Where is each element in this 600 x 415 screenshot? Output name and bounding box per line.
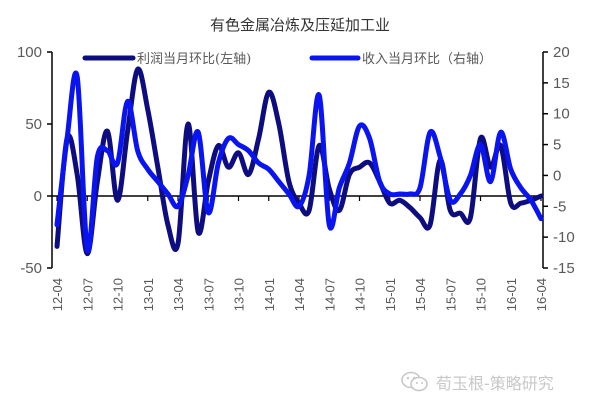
legend-label-profit: 利润当月环比(左轴) (137, 52, 251, 67)
watermark-text: 荀玉根-策略研究 (436, 374, 554, 393)
right-y-tick-label: -15 (553, 260, 575, 277)
left-y-tick-label: 100 (17, 44, 42, 61)
x-tick-label: 14-04 (292, 278, 307, 311)
x-tick-label: 16-04 (534, 278, 549, 311)
left-y-tick-label: 0 (34, 188, 42, 205)
legend: 利润当月环比(左轴) 收入当月环比（右轴） (82, 52, 492, 67)
x-tick-label: 16-01 (504, 278, 519, 311)
right-y-tick-label: 15 (553, 75, 570, 92)
right-y-tick-label: 10 (553, 106, 570, 123)
x-tick-label: 13-07 (201, 278, 216, 311)
x-tick-label: 12-10 (111, 278, 126, 311)
watermark: 荀玉根-策略研究 (400, 370, 554, 394)
x-tick-label: 13-04 (171, 278, 186, 311)
x-tick-label: 15-04 (413, 278, 428, 311)
right-y-tick-label: -5 (553, 198, 566, 215)
legend-label-revenue: 收入当月环比（右轴） (362, 52, 492, 67)
x-tick-label: 12-04 (50, 278, 65, 311)
x-tick-label: 13-10 (232, 278, 247, 311)
x-axis: 12-04 12-07 12-10 13-01 13-04 13-07 13-10 14-01… (50, 195, 549, 311)
x-tick-label: 13-01 (141, 278, 156, 311)
x-tick-label: 15-01 (383, 278, 398, 311)
profit-series-line (54, 66, 544, 257)
right-y-tick-label: -10 (553, 229, 575, 246)
x-tick-label: 15-07 (443, 278, 458, 311)
x-tick-label: 14-01 (262, 278, 277, 311)
x-tick-label: 14-10 (353, 278, 368, 311)
x-tick-label: 12-07 (80, 278, 95, 311)
right-y-tick-label: 20 (553, 44, 570, 61)
x-tick-label: 15-10 (474, 278, 489, 311)
right-y-tick-label: 5 (553, 137, 561, 154)
revenue-series-line (54, 70, 544, 254)
right-y-tick-label: 0 (553, 167, 561, 184)
right-y-axis: 20 15 10 5 0 -5 -10 -15 (542, 44, 575, 277)
chart-title: 有色金属冶炼及压延加工业 (209, 16, 390, 34)
wechat-icon (401, 371, 428, 392)
left-y-tick-label: 50 (25, 116, 42, 133)
x-tick-label: 14-07 (322, 278, 337, 311)
left-y-axis: 100 50 0 -50 (17, 44, 53, 277)
series-layer (54, 66, 544, 257)
left-y-tick-label: -50 (20, 260, 42, 277)
